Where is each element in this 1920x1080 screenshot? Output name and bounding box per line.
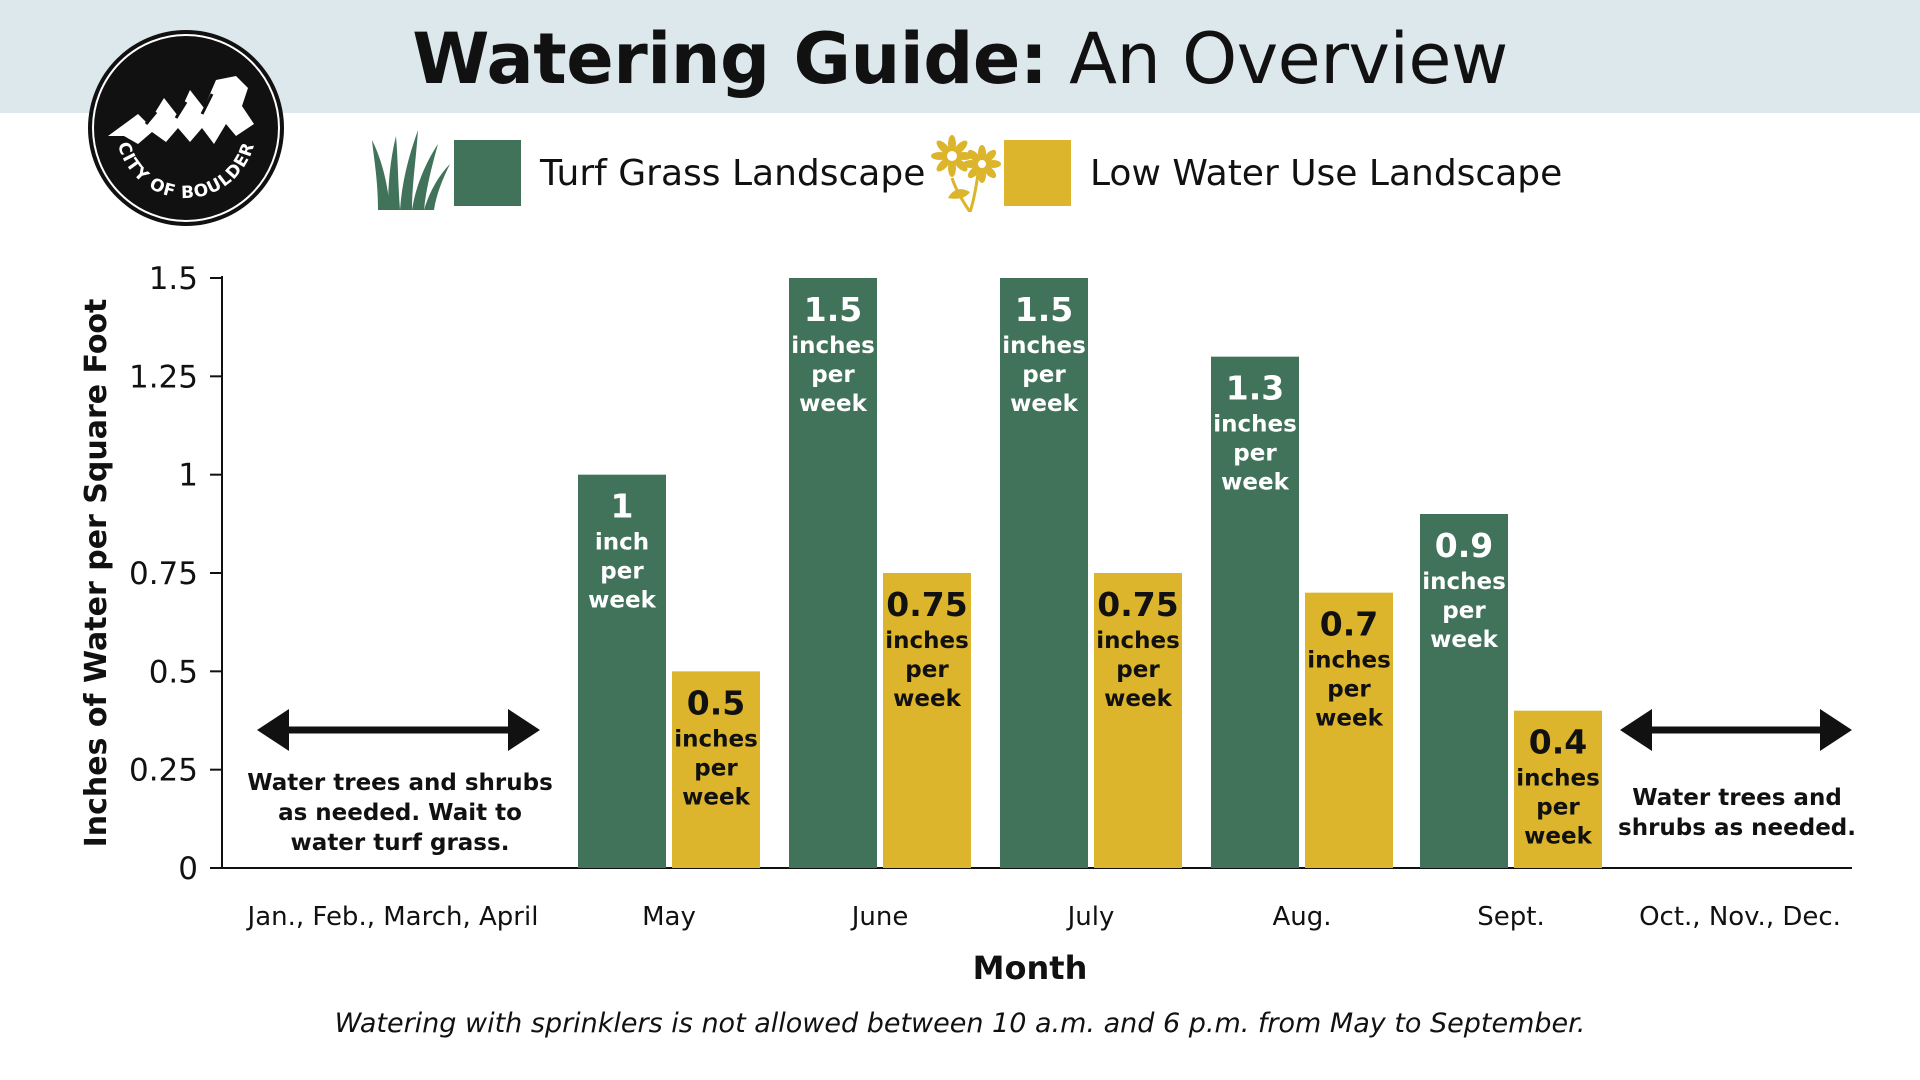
bar-unit-label: week [1430,627,1498,653]
city-logo: CITY OF BOULDER [86,28,286,228]
bar-value-label: 0.75 [886,585,967,624]
annotation-text: Water trees and shrubs [247,770,553,796]
grass-icon [372,130,450,210]
bar-unit-label: inch [595,530,649,556]
bar [883,573,971,868]
bar-unit-label: inches [1422,569,1506,595]
y-tick-label: 0.5 [149,654,198,690]
bar-unit-label: per [1233,441,1277,467]
annotation-text: water turf grass. [291,830,510,856]
bar-unit-label: per [811,362,855,388]
boulder-flatirons-icon: CITY OF BOULDER [88,30,284,226]
title-rest: An Overview [1069,18,1508,100]
legend-swatch-turf [454,140,521,206]
y-tick-label: 0.25 [129,753,198,789]
bar-unit-label: week [588,588,656,614]
bar-unit-label: inches [1516,766,1600,792]
bar-value-label: 0.7 [1320,605,1378,644]
arrow-jan-apr-left-head [257,709,289,751]
bar-unit-label: week [1104,686,1172,712]
y-tick-label: 0 [178,851,198,887]
annotation-text: shrubs as needed. [1618,815,1856,841]
x-tick-label: Jan., Feb., March, April [246,902,539,932]
bar-unit-label: per [1536,795,1580,821]
arrow-jan-apr-right-head [508,709,540,751]
x-tick-label: June [850,902,909,932]
arrow-oct-dec-left-head [1620,709,1652,751]
bar [1000,278,1088,868]
bar [672,671,760,868]
bar-unit-label: inches [791,333,875,359]
bar-value-label: 0.75 [1097,585,1178,624]
legend-label-low-water: Low Water Use Landscape [1090,153,1563,194]
annotation-text: as needed. Wait to [278,800,522,826]
bar-unit-label: week [893,686,961,712]
bar-unit-label: week [1221,470,1289,496]
bar-value-label: 0.9 [1435,526,1493,565]
legend-turf: Turf Grass Landscape [372,128,925,210]
bar-value-label: 1.3 [1226,369,1284,408]
legend-low-water: Low Water Use Landscape [926,128,1562,212]
bar [1514,710,1602,868]
annotation-text: Water trees and [1632,785,1842,811]
bar-value-label: 0.4 [1529,723,1587,762]
bar-value-label: 1.5 [1015,290,1073,329]
bar-unit-label: inches [1213,412,1297,438]
title-band [0,0,1920,113]
y-tick-label: 0.75 [129,556,198,592]
bar [1305,592,1393,868]
x-tick-label: May [642,902,696,932]
x-tick-label: July [1066,902,1115,932]
footnote: Watering with sprinklers is not allowed … [334,1008,1586,1039]
legend-label-turf: Turf Grass Landscape [540,153,926,194]
page-title: Watering Guide: An Overview [0,14,1920,104]
bar [1094,573,1182,868]
bar-unit-label: per [1442,598,1486,624]
bar [1211,356,1299,868]
y-tick-label: 1.25 [129,359,198,395]
y-axis-label: Inches of Water per Square Foot [79,299,114,848]
arrow-oct-dec-right-head [1820,709,1852,751]
bar-unit-label: per [694,755,738,781]
bar-unit-label: inches [1096,628,1180,654]
bar-unit-label: inches [1307,648,1391,674]
bar [1420,514,1508,868]
bar-unit-label: per [1327,677,1371,703]
bar-unit-label: per [1116,657,1160,683]
bar-unit-label: inches [885,628,969,654]
flower-icon [931,135,1001,212]
legend-swatch-low-water [1004,140,1071,206]
bar-unit-label: week [1010,391,1078,417]
bar-value-label: 1 [611,487,634,526]
bar-unit-label: week [682,784,750,810]
bar-unit-label: week [1315,706,1383,732]
y-tick-label: 1 [178,458,198,494]
x-axis-label: Month [973,949,1088,987]
bar-unit-label: inches [1002,333,1086,359]
bar-unit-label: inches [674,726,758,752]
bar-unit-label: week [1524,824,1592,850]
y-tick-label: 1.5 [149,261,198,297]
x-tick-label: Aug. [1272,902,1331,932]
title-bold: Watering Guide: [412,18,1048,100]
bar [578,474,666,868]
bar-unit-label: per [905,657,949,683]
bar-unit-label: per [600,559,644,585]
bar-value-label: 1.5 [804,290,862,329]
bar-unit-label: per [1022,362,1066,388]
bar-unit-label: week [799,391,867,417]
x-tick-label: Oct., Nov., Dec. [1639,902,1841,932]
bar-value-label: 0.5 [687,683,745,722]
bar [789,278,877,868]
x-tick-label: Sept. [1477,902,1544,932]
